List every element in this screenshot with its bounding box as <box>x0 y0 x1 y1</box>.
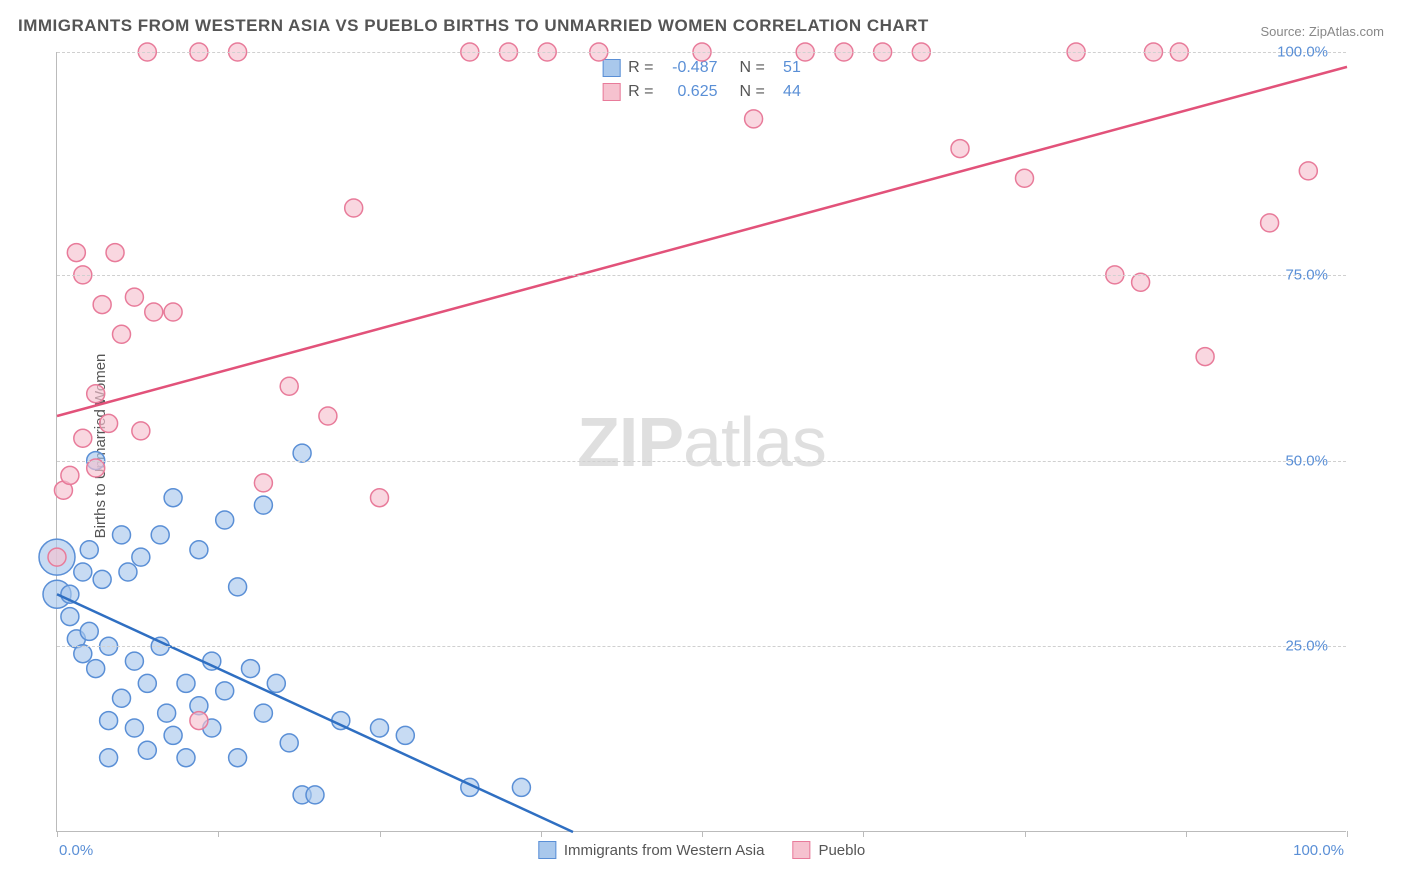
data-point <box>132 548 150 566</box>
data-point <box>100 414 118 432</box>
data-point <box>164 726 182 744</box>
legend-swatch <box>792 841 810 859</box>
y-tick-label: 50.0% <box>1285 452 1328 469</box>
scatter-svg <box>57 52 1346 831</box>
data-point <box>371 489 389 507</box>
data-point <box>1132 273 1150 291</box>
data-point <box>125 719 143 737</box>
data-point <box>74 645 92 663</box>
data-point <box>138 674 156 692</box>
data-point <box>745 110 763 128</box>
trend-line <box>57 67 1347 416</box>
source-label: Source: ZipAtlas.com <box>1260 24 1384 39</box>
x-tick <box>1186 831 1187 837</box>
x-tick <box>57 831 58 837</box>
x-tick <box>218 831 219 837</box>
data-point <box>151 526 169 544</box>
data-point <box>48 548 66 566</box>
x-tick-label: 0.0% <box>59 842 93 859</box>
data-point <box>1261 214 1279 232</box>
chart-title: IMMIGRANTS FROM WESTERN ASIA VS PUEBLO B… <box>18 16 929 36</box>
gridline <box>57 275 1346 276</box>
data-point <box>113 325 131 343</box>
data-point <box>512 778 530 796</box>
data-point <box>216 511 234 529</box>
x-tick <box>702 831 703 837</box>
data-point <box>229 749 247 767</box>
data-point <box>293 444 311 462</box>
legend-item: Immigrants from Western Asia <box>538 841 765 859</box>
plot-area: ZIPatlas R =-0.487N =51R =0.625N =44 Imm… <box>56 52 1346 832</box>
data-point <box>190 541 208 559</box>
data-point <box>113 526 131 544</box>
data-point <box>61 608 79 626</box>
data-point <box>164 303 182 321</box>
data-point <box>80 622 98 640</box>
data-point <box>1196 348 1214 366</box>
legend-label: Immigrants from Western Asia <box>564 842 765 859</box>
data-point <box>125 652 143 670</box>
data-point <box>119 563 137 581</box>
data-point <box>93 570 111 588</box>
data-point <box>306 786 324 804</box>
data-point <box>61 466 79 484</box>
data-point <box>100 749 118 767</box>
data-point <box>190 712 208 730</box>
data-point <box>177 749 195 767</box>
data-point <box>345 199 363 217</box>
legend-swatch <box>538 841 556 859</box>
data-point <box>164 489 182 507</box>
data-point <box>371 719 389 737</box>
x-tick-label: 100.0% <box>1293 842 1344 859</box>
data-point <box>242 660 260 678</box>
legend-label: Pueblo <box>818 842 865 859</box>
data-point <box>67 244 85 262</box>
data-point <box>87 660 105 678</box>
gridline <box>57 646 1346 647</box>
x-tick <box>1025 831 1026 837</box>
data-point <box>80 541 98 559</box>
data-point <box>319 407 337 425</box>
x-tick <box>863 831 864 837</box>
legend-item: Pueblo <box>792 841 865 859</box>
data-point <box>87 459 105 477</box>
data-point <box>177 674 195 692</box>
data-point <box>145 303 163 321</box>
data-point <box>396 726 414 744</box>
data-point <box>138 741 156 759</box>
data-point <box>254 474 272 492</box>
data-point <box>125 288 143 306</box>
data-point <box>280 377 298 395</box>
data-point <box>87 385 105 403</box>
legend-series: Immigrants from Western Asia Pueblo <box>538 841 865 859</box>
data-point <box>1299 162 1317 180</box>
data-point <box>951 140 969 158</box>
data-point <box>254 704 272 722</box>
x-tick <box>380 831 381 837</box>
data-point <box>113 689 131 707</box>
data-point <box>106 244 124 262</box>
data-point <box>74 429 92 447</box>
data-point <box>280 734 298 752</box>
y-tick-label: 25.0% <box>1285 638 1328 655</box>
x-tick <box>1347 831 1348 837</box>
data-point <box>158 704 176 722</box>
y-tick-label: 100.0% <box>1277 44 1328 61</box>
gridline <box>57 461 1346 462</box>
x-tick <box>541 831 542 837</box>
data-point <box>267 674 285 692</box>
data-point <box>1016 169 1034 187</box>
data-point <box>100 712 118 730</box>
data-point <box>229 578 247 596</box>
data-point <box>216 682 234 700</box>
data-point <box>74 563 92 581</box>
data-point <box>132 422 150 440</box>
data-point <box>254 496 272 514</box>
data-point <box>93 296 111 314</box>
gridline <box>57 52 1346 53</box>
y-tick-label: 75.0% <box>1285 266 1328 283</box>
